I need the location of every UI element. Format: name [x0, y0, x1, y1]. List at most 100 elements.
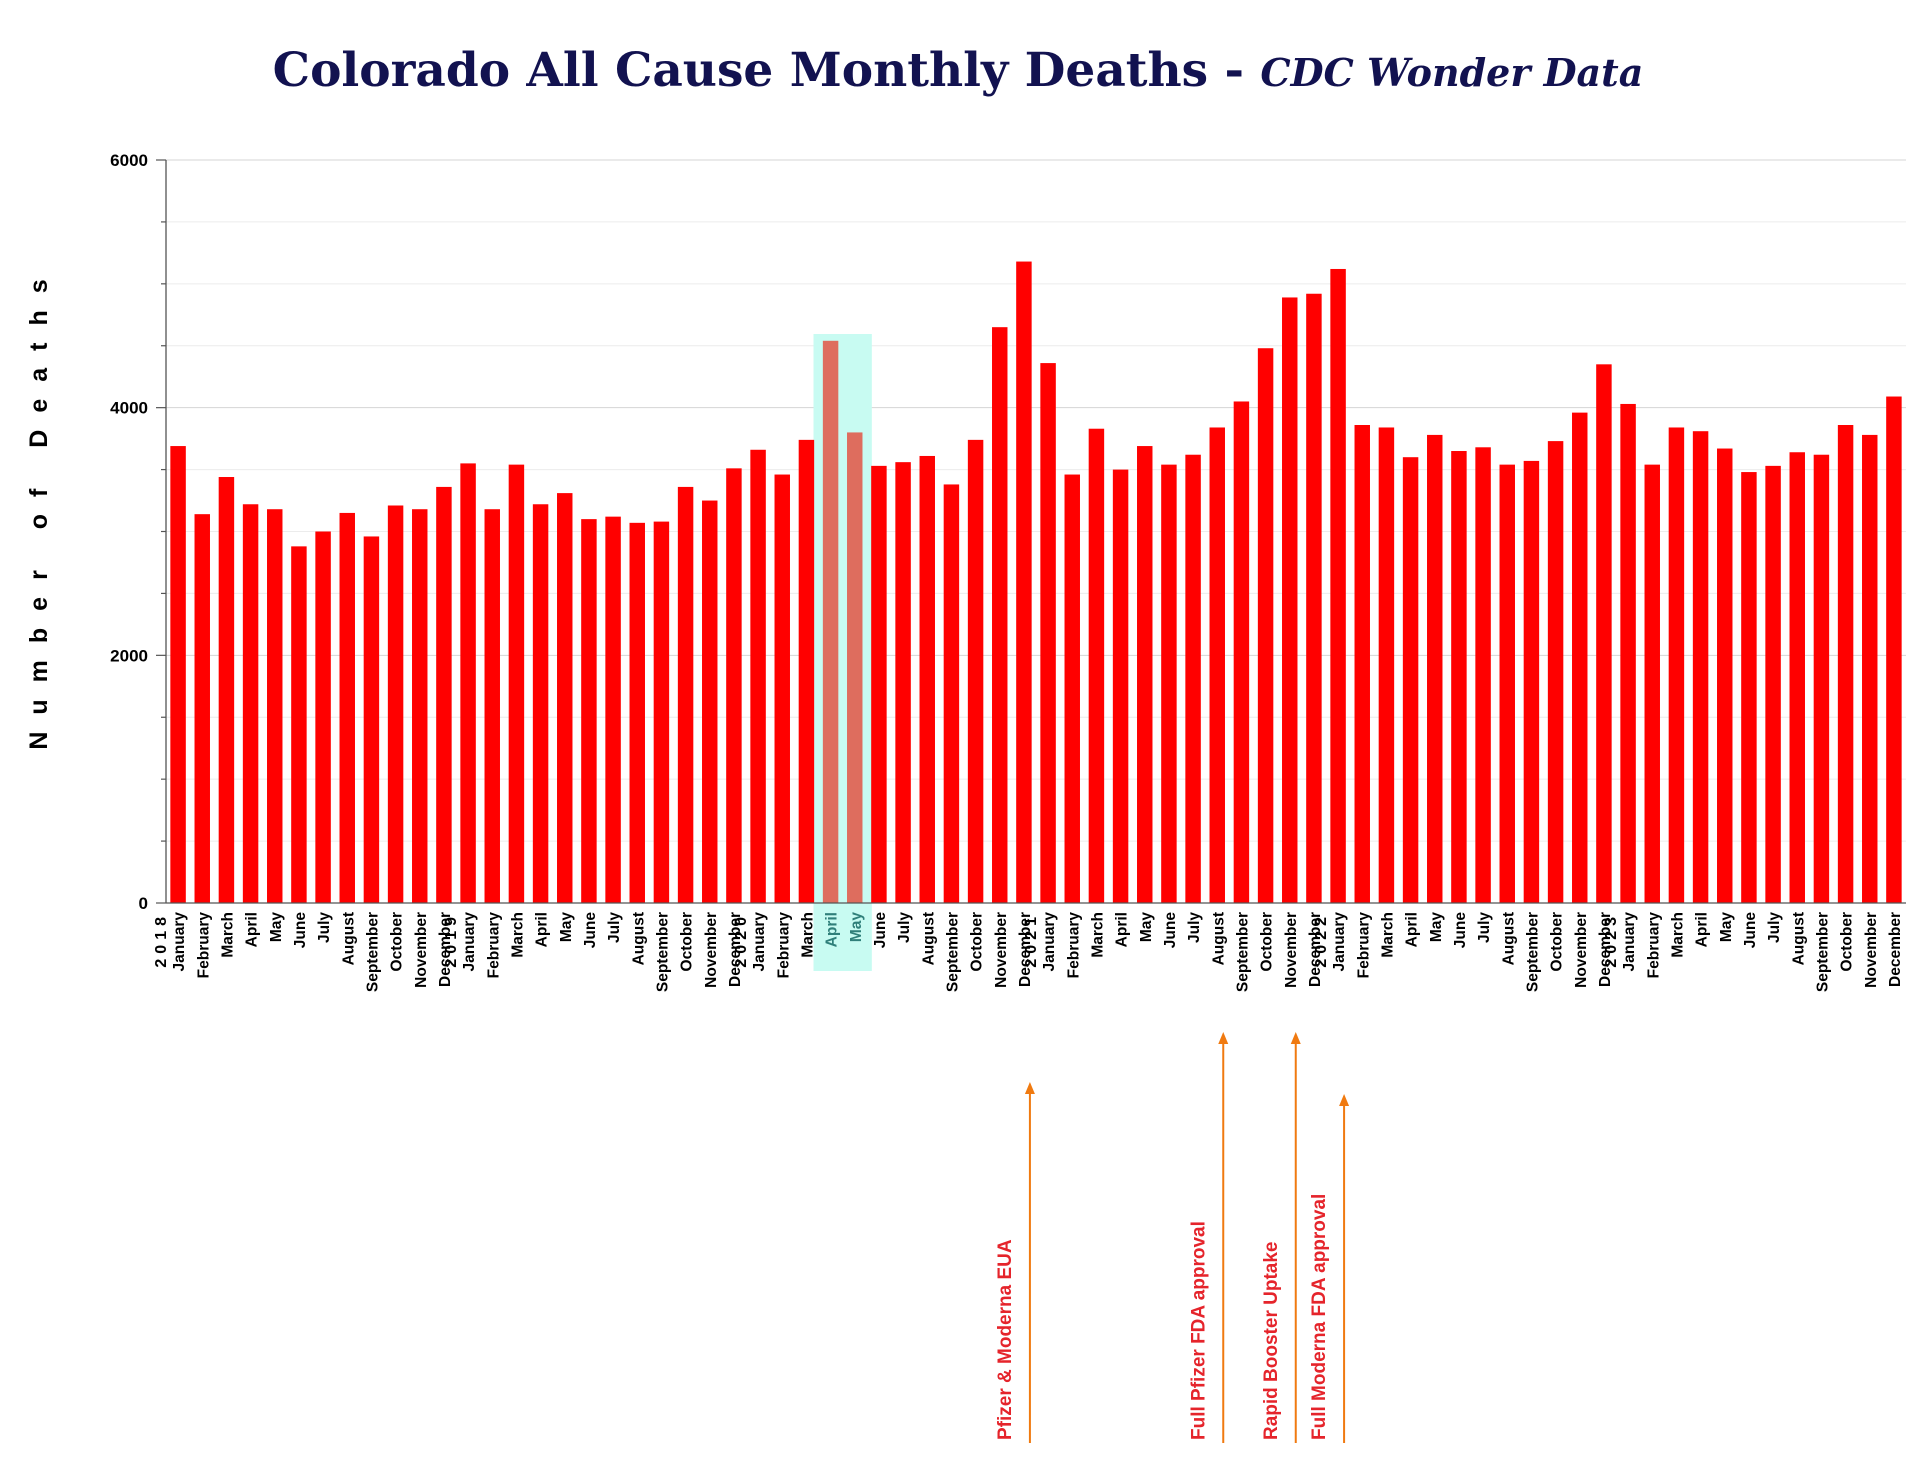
x-tick-label: September	[364, 912, 381, 992]
bar	[895, 462, 911, 903]
bar	[1886, 396, 1902, 903]
annotation-label: Full Pfizer FDA approval	[1188, 1221, 1209, 1440]
x-tick-label: June	[1452, 912, 1469, 949]
x-tick-label: March	[509, 912, 526, 958]
x-tick-label: March	[1379, 912, 1396, 958]
x-tick-label: November	[1863, 912, 1880, 988]
bar	[653, 521, 670, 903]
y-tick-label: 6000	[110, 151, 148, 170]
bar	[1088, 428, 1105, 903]
bar	[992, 327, 1008, 903]
bar	[1427, 434, 1443, 903]
x-tick-label: May	[1138, 912, 1155, 943]
chart-title: Colorado All Cause Monthly Deaths - CDC …	[273, 43, 1644, 98]
bar	[822, 340, 839, 904]
bar	[1765, 465, 1781, 903]
x-tick-label: August	[630, 912, 647, 965]
x-tick-label: September	[944, 912, 961, 992]
x-tick-label: October	[389, 912, 406, 971]
x-tick-labels: January February March April May June July Augu…	[153, 912, 1904, 993]
bar	[363, 536, 380, 903]
x-tick-label: July	[1766, 912, 1783, 943]
x-tick-label: June	[582, 912, 599, 949]
gridlines	[166, 159, 1906, 842]
x-tick-label: February	[195, 912, 212, 979]
bar	[702, 500, 718, 903]
x-tick-label: March	[799, 912, 816, 958]
x-tick-label: November	[993, 912, 1010, 988]
x-tick-label: July	[606, 912, 623, 943]
bar	[1837, 425, 1854, 903]
bar	[194, 514, 210, 903]
y-axis-label: Number of Deaths	[25, 262, 53, 749]
bar	[1354, 425, 1370, 903]
x-tick-label: September	[1814, 912, 1831, 992]
x-tick-label: May	[848, 912, 865, 943]
x-tick-label: November	[413, 912, 430, 988]
bar	[1692, 431, 1709, 903]
x-tick-label: May	[558, 912, 575, 943]
x-tick-label: January	[461, 912, 478, 972]
x-tick-label: August	[920, 912, 937, 965]
x-tick-label: October	[1839, 912, 1856, 971]
x-tick-label: March	[1669, 912, 1686, 958]
bar	[677, 486, 694, 903]
bar	[1064, 474, 1080, 903]
bar	[1378, 427, 1395, 903]
bar	[1499, 464, 1515, 903]
highlight-layer	[813, 334, 872, 971]
x-year-label: 2022	[1313, 912, 1330, 968]
x-tick-label: February	[775, 912, 792, 979]
x-tick-label: November	[1283, 912, 1300, 988]
x-tick-label: March	[219, 912, 236, 958]
bar	[291, 546, 307, 903]
bar	[436, 486, 452, 903]
x-tick-label: December	[1017, 912, 1034, 987]
bar	[1161, 464, 1177, 903]
x-tick-label: February	[1065, 912, 1082, 979]
bar	[750, 449, 766, 903]
x-year-label: 2023	[1603, 912, 1620, 968]
bar	[1596, 364, 1612, 903]
bar	[1862, 434, 1878, 903]
axes: 0 2000 4000 6000	[110, 151, 1906, 913]
x-tick-label: June	[1742, 912, 1759, 949]
x-tick-label: November	[703, 912, 720, 988]
x-tick-label: January	[751, 912, 768, 972]
annotation-arrowhead	[1024, 1082, 1035, 1094]
x-tick-label: November	[1573, 912, 1590, 988]
highlight-box	[813, 334, 872, 971]
x-tick-label: December	[1597, 912, 1614, 987]
x-tick-label: April	[824, 912, 841, 947]
bar	[774, 474, 790, 903]
annotation-label: Rapid Booster Uptake	[1261, 1242, 1282, 1440]
bars	[170, 261, 1902, 904]
bar	[1668, 427, 1685, 903]
bar	[967, 439, 984, 903]
bar	[1523, 460, 1540, 903]
annotation-arrowhead	[1290, 1032, 1301, 1044]
x-tick-label: February	[1645, 912, 1662, 979]
bar	[1475, 447, 1491, 903]
chart-title-main: Colorado All Cause Monthly Deaths -	[273, 43, 1261, 98]
x-tick-label: August	[1210, 912, 1227, 965]
x-tick-label: August	[340, 912, 357, 965]
bar	[267, 509, 283, 903]
x-year-label: 2021	[1023, 912, 1040, 968]
bar	[1016, 261, 1032, 903]
x-tick-label: September	[1524, 912, 1541, 992]
bar	[1282, 297, 1298, 904]
bar	[1789, 452, 1805, 903]
x-tick-label: October	[1259, 912, 1276, 971]
x-tick-label: May	[1718, 912, 1735, 943]
bar	[1547, 441, 1564, 903]
x-tick-label: March	[1089, 912, 1106, 958]
bar	[315, 531, 331, 903]
bar	[871, 465, 887, 903]
bar	[460, 463, 476, 903]
bar	[170, 446, 186, 903]
x-tick-label: October	[1549, 912, 1566, 971]
x-tick-label: October	[679, 912, 696, 971]
